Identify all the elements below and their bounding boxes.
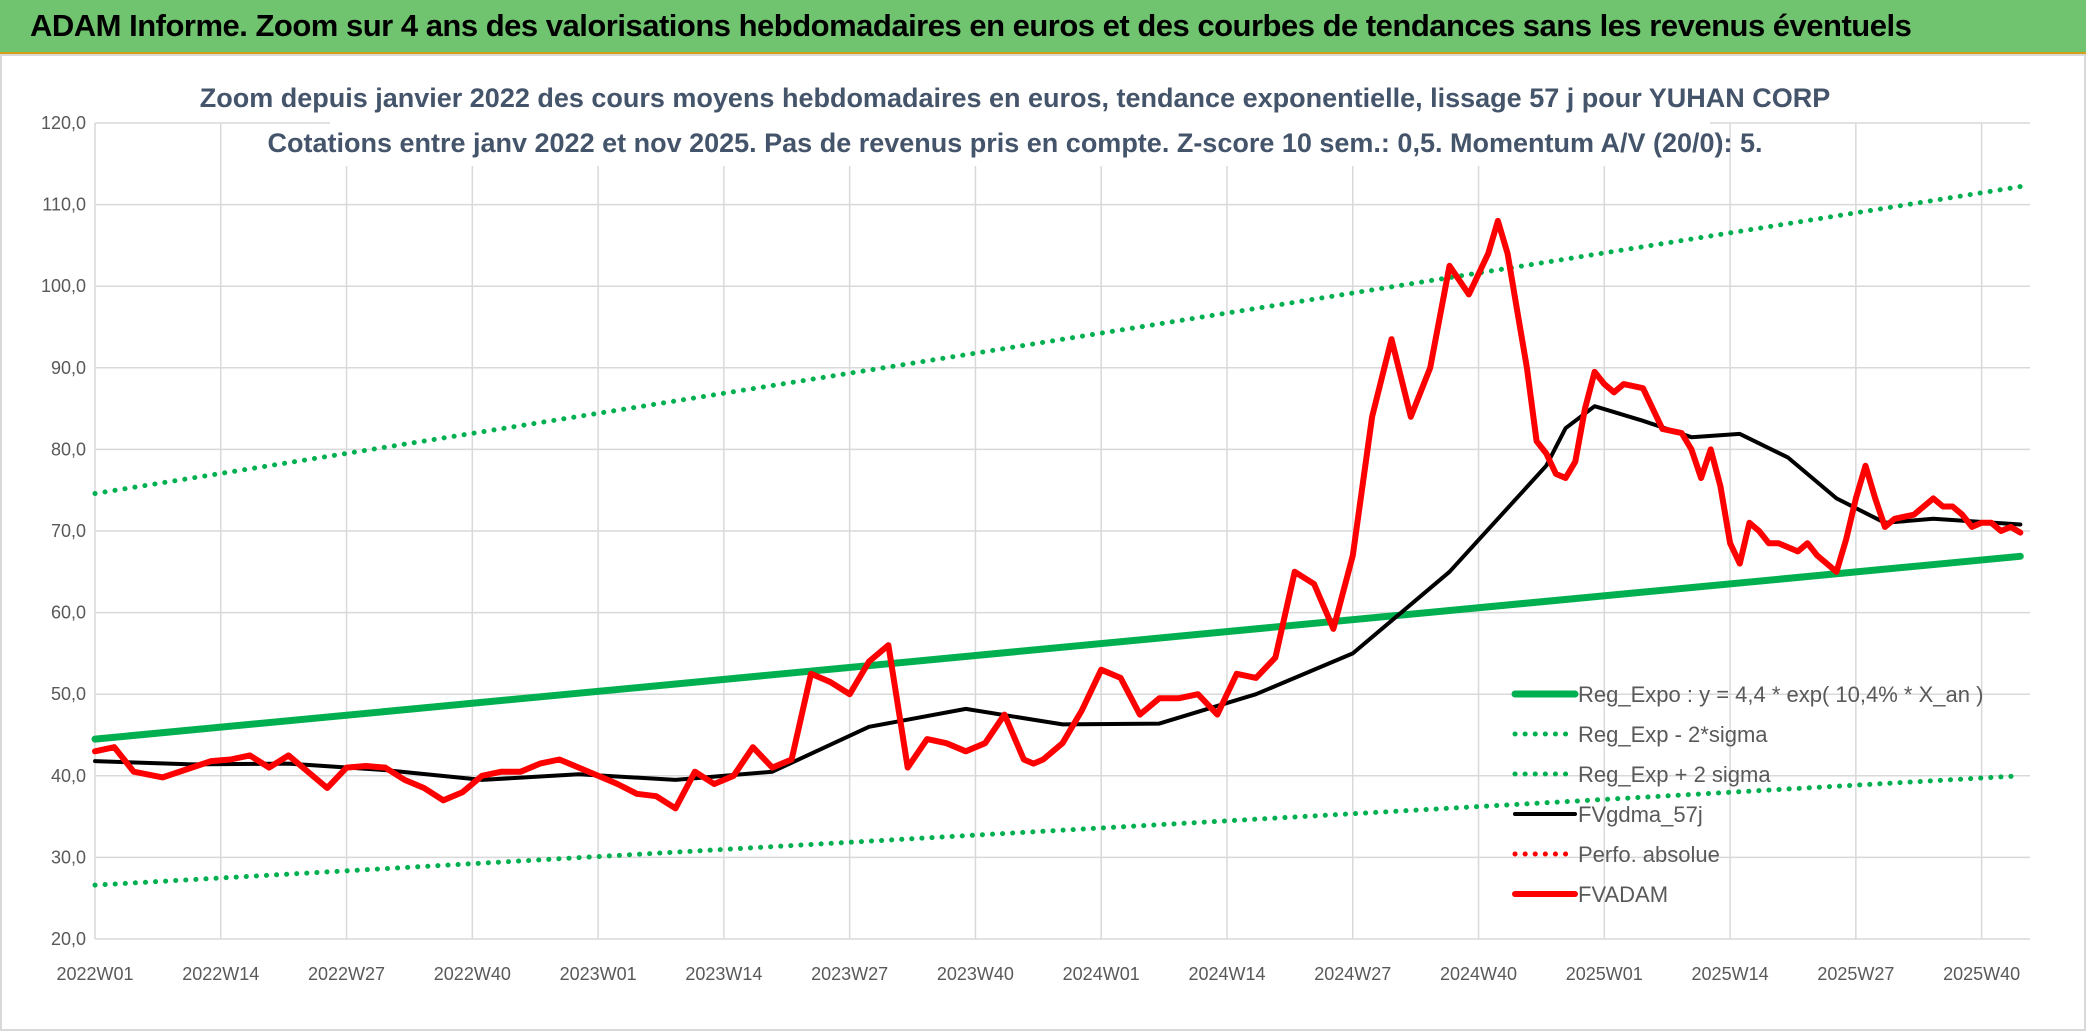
legend-label-1: Reg_Exp - 2*sigma: [1578, 722, 1768, 747]
chart-subtitle: Cotations entre janv 2022 et nov 2025. P…: [267, 128, 1762, 158]
y-tick-label: 100,0: [41, 276, 86, 296]
x-tick-label: 2023W40: [937, 964, 1014, 984]
series-line-5: [92, 217, 2024, 812]
x-tick-label: 2025W40: [1943, 964, 2020, 984]
y-tick-label: 90,0: [51, 358, 86, 378]
x-tick-label: 2024W40: [1440, 964, 1517, 984]
legend-label-5: FVADAM: [1578, 882, 1668, 907]
x-tick-label: 2022W40: [434, 964, 511, 984]
chart-grid: [94, 122, 2030, 940]
legend-label-2: Reg_Exp + 2 sigma: [1578, 762, 1771, 787]
x-tick-label: 2023W01: [560, 964, 637, 984]
chart-title: Zoom depuis janvier 2022 des cours moyen…: [200, 83, 1831, 113]
x-tick-label: 2024W14: [1188, 964, 1265, 984]
x-tick-label: 2022W27: [308, 964, 385, 984]
y-tick-label: 60,0: [51, 603, 86, 623]
page-title: ADAM Informe. Zoom sur 4 ans des valoris…: [30, 8, 1912, 43]
y-tick-label: 80,0: [51, 439, 86, 459]
chart-frame: [0, 54, 2086, 1031]
y-tick-label: 40,0: [51, 766, 86, 786]
x-tick-label: 2024W27: [1314, 964, 1391, 984]
y-tick-label: 120,0: [41, 113, 86, 133]
y-tick-label: 50,0: [51, 684, 86, 704]
y-tick-label: 70,0: [51, 521, 86, 541]
series-line-0: [91, 552, 2024, 743]
y-tick-label: 30,0: [51, 847, 86, 867]
x-tick-label: 2024W01: [1063, 964, 1140, 984]
x-tick-label: 2023W14: [685, 964, 762, 984]
y-tick-label: 20,0: [51, 929, 86, 949]
series-line-2: [92, 184, 2023, 496]
x-tick-label: 2023W27: [811, 964, 888, 984]
header-banner: ADAM Informe. Zoom sur 4 ans des valoris…: [0, 0, 2086, 54]
x-tick-label: 2025W27: [1817, 964, 1894, 984]
x-axis: 2022W01 2022W14 2022W27 2022W40 2023W01 2023W…: [56, 964, 2020, 984]
legend: Reg_Expo : y = 4,4 * exp( 10,4% * X_an )…: [1511, 682, 1983, 907]
x-tick-label: 2025W14: [1692, 964, 1769, 984]
series-line-3: [93, 404, 2023, 782]
y-tick-label: 110,0: [42, 195, 86, 215]
y-axis: 20,0 30,0 40,0 50,0 60,0 70,0 80,0 90,0 100,0 110…: [41, 113, 86, 949]
series-layer: [91, 184, 2024, 888]
legend-label-0: Reg_Expo : y = 4,4 * exp( 10,4% * X_an ): [1578, 682, 1983, 707]
x-tick-label: 2025W01: [1566, 964, 1643, 984]
x-tick-label: 2022W01: [56, 964, 133, 984]
series-line-1: [92, 773, 2023, 888]
title-background: [330, 76, 1710, 166]
x-tick-label: 2022W14: [182, 964, 259, 984]
legend-label-3: FVgdma_57j: [1578, 802, 1703, 827]
legend-label-4: Perfo. absolue: [1578, 842, 1720, 867]
